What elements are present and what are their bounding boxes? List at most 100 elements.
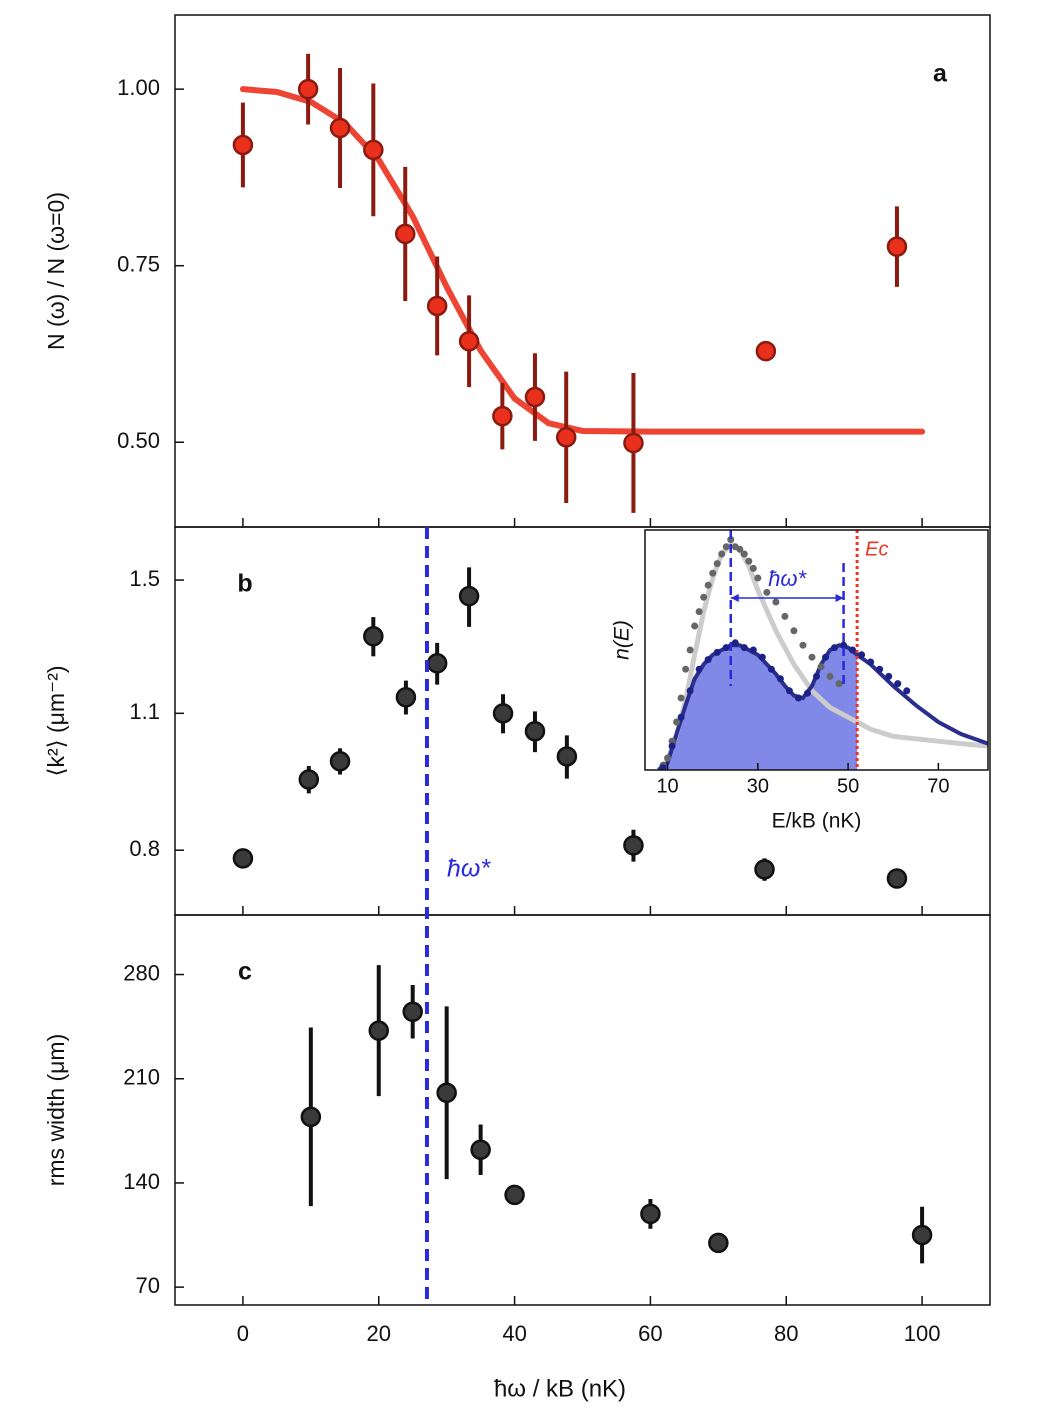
gray-points xyxy=(718,550,726,558)
gray-points xyxy=(727,536,735,544)
blue-points xyxy=(794,694,802,702)
threshold-label: ħω* xyxy=(447,855,491,883)
gray-points xyxy=(817,663,825,671)
y-tick-label: 1.5 xyxy=(129,566,160,591)
gray-points xyxy=(691,622,699,630)
data-point xyxy=(754,859,775,880)
inset-plot xyxy=(656,536,988,770)
data-point xyxy=(492,703,514,724)
y-tick-label: 0.50 xyxy=(117,428,160,453)
data-point xyxy=(426,652,448,674)
y-axis-label: ⟨k²⟩ (μm⁻²) xyxy=(43,665,69,776)
blue-points xyxy=(813,672,820,680)
blue-points xyxy=(840,641,848,649)
blue-points xyxy=(731,639,739,647)
data-point xyxy=(458,331,480,352)
blue-points xyxy=(849,646,857,654)
blue-points xyxy=(876,665,884,673)
data-point xyxy=(492,405,513,427)
data-point xyxy=(300,1106,322,1128)
data-point xyxy=(426,295,448,317)
data-point xyxy=(524,721,546,742)
data-point xyxy=(623,432,644,454)
data-point xyxy=(329,117,351,139)
data-point xyxy=(504,1184,525,1206)
blue-points xyxy=(704,656,712,664)
data-point xyxy=(911,1224,933,1246)
x-tick-label: 40 xyxy=(502,1321,526,1346)
gray-points xyxy=(781,612,789,620)
data-point xyxy=(402,1001,423,1023)
marker-label: ħω* xyxy=(768,566,807,591)
y-tick-label: 70 xyxy=(136,1273,160,1298)
data-point xyxy=(556,746,578,767)
gray-points xyxy=(722,543,730,551)
gray-curve xyxy=(656,541,988,770)
inset-x-tick-label: 30 xyxy=(747,775,769,797)
blue-points xyxy=(767,665,775,673)
data-point xyxy=(395,686,417,708)
panel-label: a xyxy=(933,60,948,88)
gray-points xyxy=(790,627,798,635)
y-tick-label: 0.75 xyxy=(117,252,160,277)
x-axis-label: ħω / kB (nK) xyxy=(494,1375,626,1402)
y-axis-label: rms width (μm) xyxy=(43,1034,69,1187)
data-point xyxy=(368,1020,389,1041)
inset: ħω* Ec 10 30 50 70 E/kB (nK) n(E) xyxy=(611,529,989,833)
inset-y-label: n(E) xyxy=(611,620,634,660)
inset-x-tick-label: 50 xyxy=(837,775,859,797)
gray-points xyxy=(808,653,816,661)
gray-points xyxy=(835,680,843,688)
data-point xyxy=(329,750,351,772)
blue-points xyxy=(776,675,784,683)
gray-points xyxy=(740,550,748,558)
inset-x-tick-label: 10 xyxy=(656,775,678,797)
blue-points xyxy=(713,648,721,656)
gray-points xyxy=(713,560,721,568)
panel-label: b xyxy=(237,570,252,598)
data-point xyxy=(436,1082,457,1103)
x-tick-label: 80 xyxy=(774,1321,798,1346)
y-axis-label: N (ω) / N (ω=0) xyxy=(43,192,69,350)
gray-points xyxy=(673,718,681,726)
gray-points xyxy=(668,737,676,745)
panel-frame xyxy=(174,914,991,1306)
inset-x-tick-label: 70 xyxy=(927,775,949,797)
y-tick-label: 1.00 xyxy=(117,75,160,100)
panel-frame xyxy=(174,14,991,528)
gray-points xyxy=(799,641,807,649)
x-tick-label: 100 xyxy=(904,1321,941,1346)
blue-points xyxy=(749,646,757,654)
blue-points xyxy=(740,644,748,652)
panel-label: c xyxy=(238,958,252,986)
x-tick-label: 0 xyxy=(237,1321,249,1346)
ec-label: Ec xyxy=(865,538,888,560)
y-tick-label: 210 xyxy=(123,1065,160,1090)
gray-points xyxy=(664,754,672,762)
gray-points xyxy=(709,569,717,577)
blue-points xyxy=(858,651,866,659)
data-point xyxy=(232,134,254,156)
gray-points xyxy=(745,557,753,565)
gray-points xyxy=(704,581,712,589)
blue-points xyxy=(803,689,811,697)
blue-points xyxy=(659,764,667,770)
gray-points xyxy=(686,646,694,654)
data-point xyxy=(640,1203,661,1225)
blue-points xyxy=(722,644,730,652)
blue-points xyxy=(686,687,694,695)
blue-points xyxy=(831,644,839,652)
gray-points xyxy=(700,593,708,601)
data-point xyxy=(555,427,577,448)
blue-points xyxy=(695,665,703,673)
gray-points xyxy=(772,598,780,606)
gray-points xyxy=(695,608,703,616)
x-tick-label: 20 xyxy=(367,1321,391,1346)
data-point xyxy=(363,626,384,647)
data-point xyxy=(297,78,319,100)
data-point xyxy=(524,386,546,408)
data-point xyxy=(458,585,480,607)
blue-points xyxy=(822,653,830,661)
x-tick-label: 60 xyxy=(638,1321,662,1346)
